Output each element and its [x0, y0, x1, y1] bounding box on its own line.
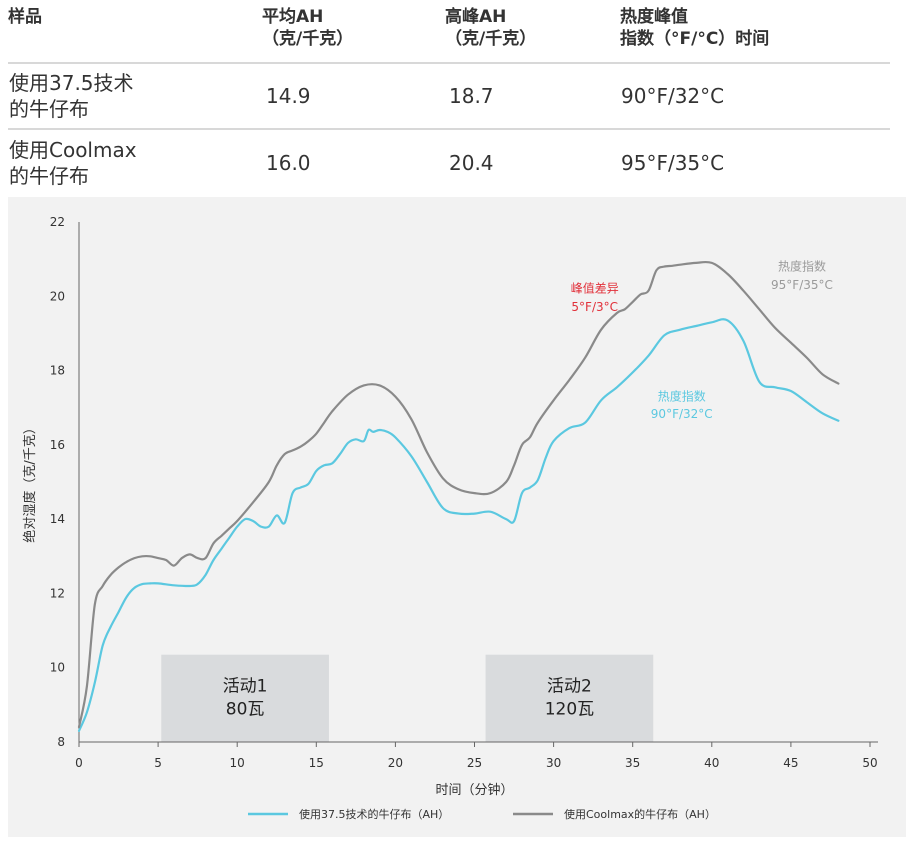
table-row: 使用37.5技术 的牛仔布 14.9 18.7 90°F/32°C	[8, 62, 890, 129]
legend-label: 使用37.5技术的牛仔布（AH）	[299, 807, 449, 821]
y-tick-label: 10	[50, 661, 65, 675]
tech-heat-index-value: 90°F/32°C	[651, 407, 713, 421]
activity-power-label: 80瓦	[226, 700, 265, 720]
y-tick-label: 18	[50, 364, 65, 378]
y-tick-label: 8	[57, 735, 65, 749]
chart-panel: 活动1 80瓦 活动2 120瓦 8 10 12 14 16 18 20 22 0 5 10 15 20 25 3…	[8, 197, 906, 837]
table-header-row: 样品 平均AH （克/千克） 高峰AH （克/千克） 热度峰值 指数（°F/°C…	[8, 4, 890, 63]
activity-blocks: 活动1 80瓦 活动2 120瓦	[161, 654, 654, 742]
x-tick-label: 30	[546, 756, 561, 770]
table-row: 使用Coolmax 的牛仔布 16.0 20.4 95°F/35°C	[8, 128, 890, 196]
legend-label: 使用Coolmax的牛仔布（AH）	[564, 807, 716, 821]
y-axis-title: 绝对湿度（克/千克）	[22, 421, 38, 542]
x-tick-label: 40	[704, 756, 719, 770]
activity-power-label: 120瓦	[545, 700, 594, 720]
table-cell-sample: 使用Coolmax 的牛仔布	[8, 128, 262, 196]
humidity-line-chart: 活动1 80瓦 活动2 120瓦 8 10 12 14 16 18 20 22 0 5 10 15 20 25 3…	[22, 215, 878, 821]
table-cell-peak-ah: 20.4	[445, 128, 620, 196]
y-tick-label: 22	[50, 215, 65, 229]
x-tick-label: 50	[862, 756, 877, 770]
coolmax-heat-index-value: 95°F/35°C	[771, 278, 833, 292]
series-line-37-5	[77, 318, 840, 732]
comparison-table: 样品 平均AH （克/千克） 高峰AH （克/千克） 热度峰值 指数（°F/°C…	[8, 4, 890, 196]
chart-axes: 8 10 12 14 16 18 20 22 0 5 10 15 20 25 30 35 40 45 50 时间（分钟…	[22, 215, 878, 798]
chart-annotations: 峰值差异 5°F/3°C 热度指数 95°F/35°C 热度指数 90°F/32°C	[571, 258, 833, 421]
y-tick-label: 16	[50, 438, 65, 452]
table-cell-avg-ah: 16.0	[262, 128, 445, 196]
activity-label: 活动2	[547, 677, 592, 697]
table-header-heat-index: 热度峰值 指数（°F/°C）时间	[620, 7, 770, 49]
x-tick-label: 35	[625, 756, 640, 770]
y-tick-label: 12	[50, 586, 65, 600]
table-header-peak-ah: 高峰AH （克/千克）	[445, 7, 537, 49]
chart-legend: 使用37.5技术的牛仔布（AH） 使用Coolmax的牛仔布（AH）	[248, 807, 716, 821]
x-axis-title: 时间（分钟）	[435, 782, 513, 798]
chart-series	[77, 260, 840, 732]
peak-diff-label: 峰值差异	[571, 281, 619, 296]
x-tick-label: 45	[783, 756, 798, 770]
series-line-coolmax	[77, 260, 840, 729]
table-header-sample: 样品	[8, 7, 42, 27]
x-tick-label: 5	[154, 756, 162, 770]
peak-diff-value: 5°F/3°C	[571, 300, 618, 314]
y-tick-label: 20	[50, 289, 65, 303]
table-cell-peak-ah: 18.7	[445, 62, 620, 129]
coolmax-heat-index-label: 热度指数	[778, 258, 826, 273]
table-cell-heat-index: 90°F/32°C	[620, 62, 890, 129]
x-tick-label: 0	[75, 756, 83, 770]
tech-heat-index-label: 热度指数	[658, 388, 706, 403]
x-tick-label: 20	[388, 756, 403, 770]
activity-block-1	[161, 654, 329, 742]
table-cell-heat-index: 95°F/35°C	[620, 128, 890, 196]
x-tick-label: 10	[230, 756, 245, 770]
table-cell-avg-ah: 14.9	[262, 62, 445, 129]
table-header-avg-ah: 平均AH （克/千克）	[262, 7, 354, 49]
table-cell-sample: 使用37.5技术 的牛仔布	[8, 62, 262, 129]
y-tick-label: 14	[50, 512, 65, 526]
activity-label: 活动1	[223, 677, 268, 697]
x-tick-label: 15	[309, 756, 324, 770]
x-tick-label: 25	[467, 756, 482, 770]
activity-block-2	[485, 654, 654, 742]
